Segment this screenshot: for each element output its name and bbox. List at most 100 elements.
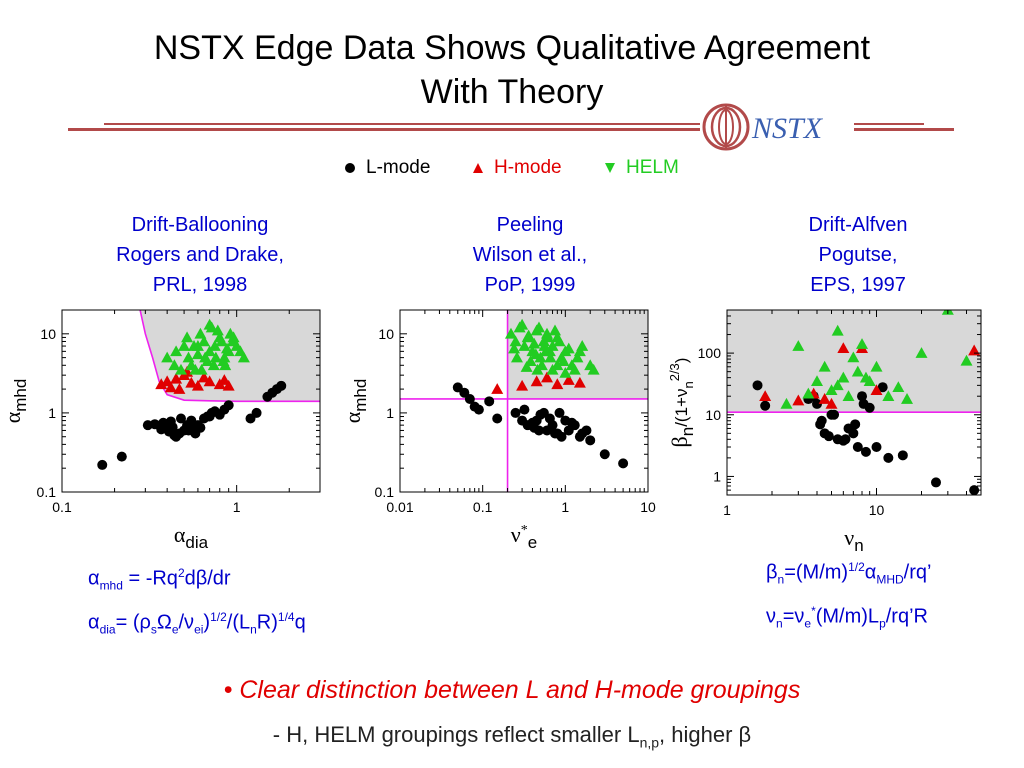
l-mode-point xyxy=(930,477,941,488)
main-bullet: • Clear distinction between L and H-mode… xyxy=(223,676,801,704)
h-mode-point xyxy=(164,381,177,393)
plot-frame xyxy=(726,309,982,496)
helm-point xyxy=(528,337,541,349)
helm-point xyxy=(562,342,575,354)
equation-nu-n: νn=νe*(M/m)Lp/rq’R xyxy=(766,604,928,631)
caption-drift-alfven: Drift-Alfven Pogutse, EPS, 1997 xyxy=(728,210,988,300)
y-axis-symbol: α xyxy=(340,411,365,423)
helm-point xyxy=(208,340,221,351)
caption-line: Drift-Alfven xyxy=(808,214,908,236)
helm-point xyxy=(901,393,914,404)
legend-label-h-mode: H-mode xyxy=(494,157,562,178)
helm-point xyxy=(842,390,855,402)
h-mode-point xyxy=(562,374,575,385)
triangle-up-marker-icon xyxy=(473,162,483,173)
l-mode-point xyxy=(812,398,823,409)
l-mode-point xyxy=(897,450,908,461)
helm-point xyxy=(557,355,570,367)
helm-point xyxy=(170,345,183,357)
eq-sub: n xyxy=(250,622,257,637)
eq-text: (M/m)L xyxy=(815,605,880,628)
eq-sub: s xyxy=(150,622,157,637)
equation-beta-n: βn=(M/m)1/2αMHD/rq’ xyxy=(766,560,931,587)
l-mode-point xyxy=(519,404,530,415)
l-mode-point xyxy=(554,407,565,418)
eq-text: /rq’R xyxy=(885,605,928,628)
helm-point xyxy=(518,340,531,351)
l-mode-point xyxy=(97,459,108,470)
eq-text: Ω xyxy=(156,611,172,634)
caption-drift-ballooning: Drift-Ballooning Rogers and Drake, PRL, … xyxy=(60,210,340,300)
legend-label-l-mode: L-mode xyxy=(366,157,431,178)
helm-point xyxy=(811,375,824,387)
y-tick-label: 0.1 xyxy=(375,484,395,500)
title-rule-top-left xyxy=(104,123,700,125)
legend-item-helm: HELM xyxy=(604,155,679,181)
caption-line: Drift-Ballooning xyxy=(131,214,269,236)
helm-point xyxy=(870,360,883,372)
eq-sub: n xyxy=(777,572,785,587)
eq-symbol: α xyxy=(88,611,100,634)
helm-point xyxy=(802,387,815,399)
eq-sub: p xyxy=(879,616,886,631)
legend-label-helm: HELM xyxy=(626,157,679,178)
plot-frame xyxy=(61,309,321,493)
l-mode-point xyxy=(189,420,200,431)
caption-line: Rogers and Drake, xyxy=(116,244,284,266)
l-mode-point xyxy=(251,407,262,418)
caption-peeling: Peeling Wilson et al., PoP, 1999 xyxy=(400,210,660,300)
y-axis-sub: n xyxy=(678,427,697,436)
helm-point xyxy=(831,324,844,336)
helm-point xyxy=(234,345,247,357)
x-tick-label: 0.01 xyxy=(386,499,413,515)
sub-bullet: - H, HELM groupings reflect smaller Ln,p… xyxy=(0,722,1024,750)
y-axis-label: αmhd xyxy=(340,379,370,424)
helm-point xyxy=(960,354,973,366)
l-mode-point xyxy=(223,400,234,411)
h-mode-point xyxy=(530,375,543,387)
helm-point xyxy=(510,351,523,363)
helm-point xyxy=(532,321,545,333)
x-axis-symbol: α xyxy=(174,522,186,547)
l-mode-point xyxy=(823,431,834,442)
h-mode-point xyxy=(540,371,553,383)
helm-point xyxy=(197,335,210,347)
helm-point xyxy=(168,359,181,371)
h-mode-point xyxy=(155,378,168,390)
plot-area xyxy=(727,310,981,495)
eq-sup: 1/4 xyxy=(277,610,295,624)
y-axis-label: βn/(1+νn2/3) xyxy=(667,358,697,448)
helm-point xyxy=(504,327,517,339)
helm-point xyxy=(915,347,928,358)
l-mode-point xyxy=(969,485,980,495)
caption-line: PoP, 1999 xyxy=(484,274,576,296)
eq-text: ) xyxy=(203,611,211,634)
helm-point xyxy=(220,342,233,354)
y-axis-label: αmhd xyxy=(0,379,30,424)
helm-point xyxy=(549,324,562,336)
helm-point xyxy=(780,397,793,409)
x-tick-label: 10 xyxy=(869,502,885,518)
l-mode-point xyxy=(840,434,851,445)
x-axis-label: νn xyxy=(844,525,863,555)
helm-point xyxy=(161,351,174,363)
slide-title: NSTX Edge Data Shows Qualitative Agreeme… xyxy=(0,26,1024,114)
h-mode-point xyxy=(837,342,850,354)
helm-point xyxy=(508,342,521,354)
x-axis-label: αdia xyxy=(174,522,209,552)
helm-point xyxy=(546,340,559,351)
helm-point xyxy=(178,340,191,351)
title-rule-bottom-left xyxy=(68,128,700,131)
plot-frame xyxy=(399,309,649,493)
l-mode-point xyxy=(816,415,827,426)
helm-point xyxy=(551,359,564,371)
l-mode-point xyxy=(577,428,588,439)
x-tick-label: 1 xyxy=(561,499,569,515)
x-axis-label: ν*e xyxy=(511,522,537,552)
h-mode-point xyxy=(222,379,235,391)
l-mode-point xyxy=(585,435,596,446)
l-mode-point xyxy=(473,404,484,415)
x-axis-sub: n xyxy=(854,536,863,555)
h-mode-point xyxy=(173,383,186,394)
